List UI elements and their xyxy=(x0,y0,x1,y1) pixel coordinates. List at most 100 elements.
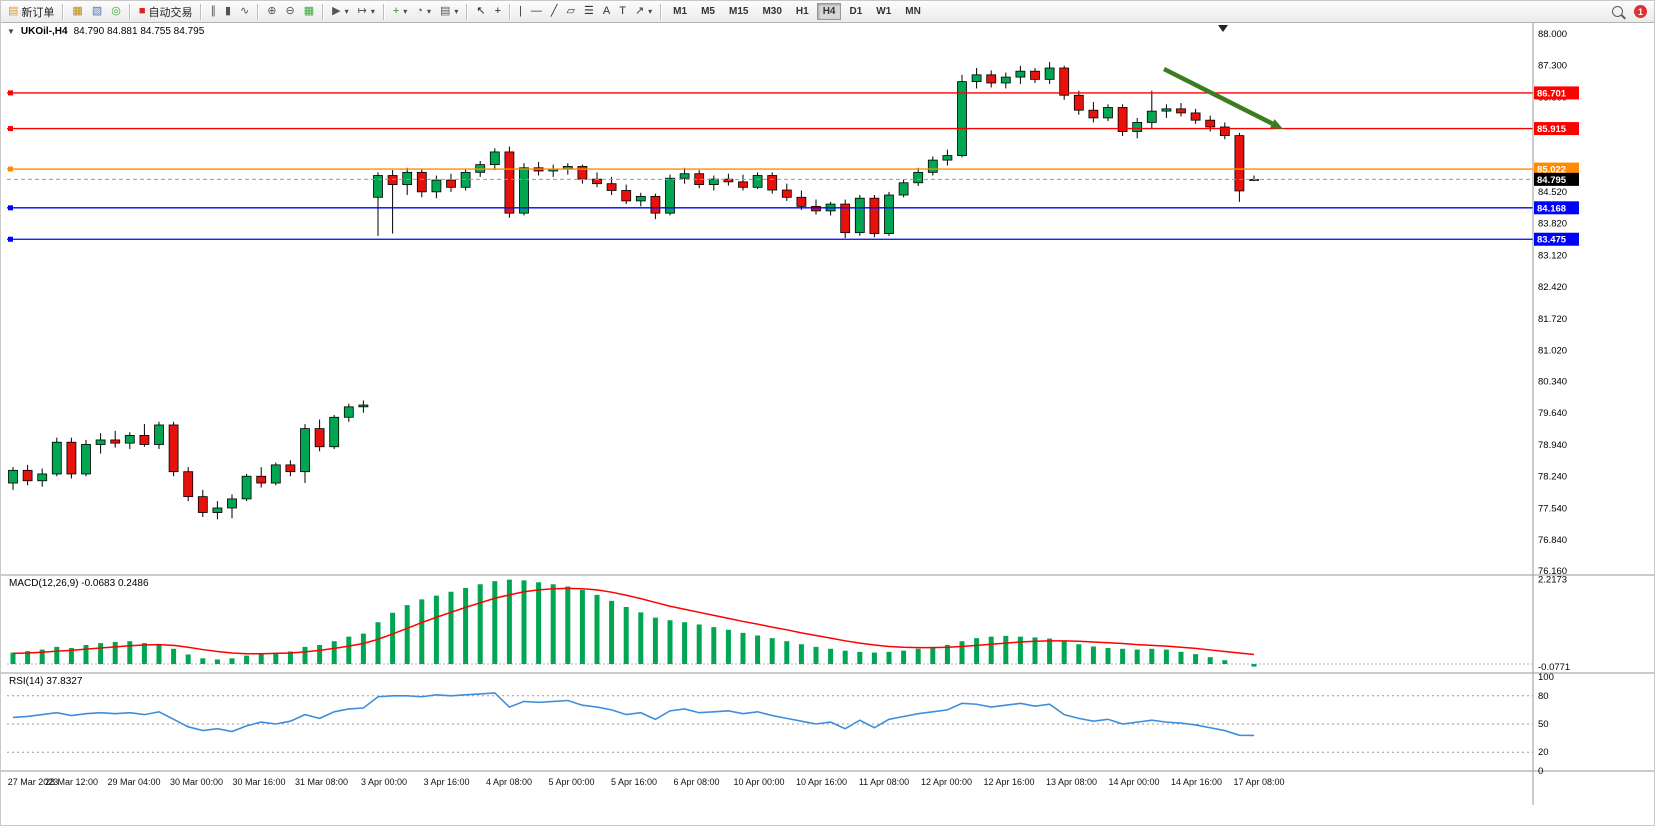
horizontal-line-button[interactable]: — xyxy=(527,3,546,21)
zoom-out-icon: ⊖ xyxy=(285,5,295,17)
candle-body xyxy=(519,167,529,214)
toolbar-separator xyxy=(466,3,469,20)
svg-text:78.240: 78.240 xyxy=(1538,472,1567,483)
candle-body xyxy=(489,151,500,166)
zoom-out-button[interactable]: ⊖ xyxy=(281,3,298,21)
svg-text:78.940: 78.940 xyxy=(1538,440,1567,451)
candle-body xyxy=(1132,122,1143,132)
candle-body xyxy=(227,498,237,509)
svg-text:14 Apr 00:00: 14 Apr 00:00 xyxy=(1108,777,1159,787)
svg-text:84.795: 84.795 xyxy=(1537,175,1567,186)
timeframe-m30-button[interactable]: M30 xyxy=(756,3,787,20)
new-order-label: 新订单 xyxy=(21,6,55,19)
level-handle[interactable] xyxy=(8,166,13,172)
candle-body xyxy=(1219,126,1230,136)
trendline-button[interactable]: ╱ xyxy=(547,3,562,21)
macd-scale-label: -0.0771 xyxy=(1538,662,1570,673)
timeframe-m5-button[interactable]: M5 xyxy=(695,3,721,20)
candle-body xyxy=(66,441,77,475)
search-button[interactable] xyxy=(1608,3,1627,21)
periods-button[interactable]: ◔ ▾ xyxy=(412,3,435,21)
price-badge-84.795: 84.795 xyxy=(1534,172,1579,186)
candle-body xyxy=(446,179,456,188)
timeframe-m15-button[interactable]: M15 xyxy=(723,3,754,20)
svg-text:17 Apr 08:00: 17 Apr 08:00 xyxy=(1233,777,1284,787)
chart-shift-button[interactable]: ↦ ▾ xyxy=(354,3,379,21)
price-badge-86.701: 86.701 xyxy=(1534,86,1579,100)
auto-scroll-icon: ▶ xyxy=(332,5,341,17)
level-handle[interactable] xyxy=(8,126,13,132)
candle-body xyxy=(314,428,325,448)
templates-button[interactable]: ▤ ▾ xyxy=(436,3,462,21)
text-label-icon: T xyxy=(619,5,626,17)
profiles-button[interactable]: ▧ xyxy=(88,3,106,21)
svg-text:6 Apr 08:00: 6 Apr 08:00 xyxy=(673,777,719,787)
notification-badge[interactable]: 1 xyxy=(1634,5,1647,18)
auto-scroll-button[interactable]: ▶ ▾ xyxy=(328,3,352,21)
svg-text:77.540: 77.540 xyxy=(1538,503,1567,514)
collapse-triangle-icon[interactable]: ▼ xyxy=(7,27,15,36)
bar-chart-button[interactable]: ∥ xyxy=(206,3,220,21)
chart-canvas[interactable]: 88.00087.30086.60084.52083.82083.12082.4… xyxy=(1,23,1655,826)
svg-text:84.520: 84.520 xyxy=(1538,187,1567,198)
chart-shift-icon: ↦ xyxy=(357,5,367,17)
svg-text:81.720: 81.720 xyxy=(1538,314,1567,325)
community-button[interactable]: ◎ xyxy=(107,3,125,21)
candle-body xyxy=(1000,76,1011,84)
candlesticks xyxy=(8,62,1259,520)
candle-body xyxy=(869,197,880,234)
svg-text:27 Mar 2023: 27 Mar 2023 xyxy=(8,777,59,787)
timeframe-h1-button[interactable]: H1 xyxy=(790,3,815,20)
candle-body xyxy=(986,74,997,84)
crosshair-button[interactable]: + xyxy=(491,3,505,21)
candle-body xyxy=(37,473,48,482)
candle-body xyxy=(1205,119,1216,128)
candle-body xyxy=(840,203,851,234)
caret-down-icon: ▾ xyxy=(648,7,653,16)
zoom-in-button[interactable]: ⊕ xyxy=(263,3,280,21)
text-button[interactable]: A xyxy=(599,3,614,21)
cursor-button[interactable]: ↖ xyxy=(472,3,489,21)
text-label-button[interactable]: T xyxy=(615,3,630,21)
arrows-icon: ↗ xyxy=(634,5,645,17)
timeframe-w1-button[interactable]: W1 xyxy=(870,3,897,20)
svg-text:84.168: 84.168 xyxy=(1537,203,1566,214)
candle-body xyxy=(22,469,33,482)
line-chart-icon: ∿ xyxy=(240,5,250,17)
symbol-ohlc-bar: ▼ UKOil-,H4 84.790 84.881 84.755 84.795 xyxy=(7,26,204,37)
timeframe-h4-button[interactable]: H4 xyxy=(816,3,842,20)
timeframe-mn-button[interactable]: MN xyxy=(899,3,927,20)
svg-text:81.020: 81.020 xyxy=(1538,346,1567,357)
level-handle[interactable] xyxy=(8,236,13,242)
level-handle[interactable] xyxy=(8,205,13,211)
rsi-scale-label: 0 xyxy=(1538,766,1543,777)
tile-windows-icon: ▦ xyxy=(303,5,315,17)
arrows-button[interactable]: ↗ ▾ xyxy=(631,3,656,21)
vertical-line-icon: | xyxy=(519,5,522,17)
indicators-button[interactable]: + ▾ xyxy=(389,3,411,21)
fibonacci-button[interactable]: ☰ xyxy=(580,3,598,21)
chart-area[interactable]: 88.00087.30086.60084.52083.82083.12082.4… xyxy=(1,23,1655,826)
line-chart-button[interactable]: ∿ xyxy=(236,3,253,21)
new-order-button[interactable]: ▤ 新订单 xyxy=(4,3,58,21)
auto-trading-button[interactable]: ■ 自动交易 xyxy=(135,3,197,21)
candle-body xyxy=(139,435,150,445)
timeframe-d1-button[interactable]: D1 xyxy=(843,3,868,20)
timeframe-m1-button[interactable]: M1 xyxy=(667,3,693,20)
candle-body xyxy=(504,151,515,214)
channel-button[interactable]: ▱ xyxy=(563,3,579,21)
price-badge-85.915: 85.915 xyxy=(1534,122,1579,136)
candlestick-chart-button[interactable]: ▮ xyxy=(221,3,235,21)
vertical-line-button[interactable]: | xyxy=(515,3,526,21)
candle-body xyxy=(358,404,369,408)
candle-body xyxy=(329,416,340,448)
charts-button[interactable]: ▦ xyxy=(68,3,86,21)
toolbar-separator xyxy=(257,3,260,20)
trend-arrow-annotation[interactable] xyxy=(1162,66,1283,129)
level-handle[interactable] xyxy=(8,90,13,96)
candle-body xyxy=(1073,94,1084,111)
svg-text:29 Mar 04:00: 29 Mar 04:00 xyxy=(107,777,160,787)
price-axis[interactable]: 88.00087.30086.60084.52083.82083.12082.4… xyxy=(1538,29,1567,577)
tile-windows-button[interactable]: ▦ xyxy=(300,3,318,21)
